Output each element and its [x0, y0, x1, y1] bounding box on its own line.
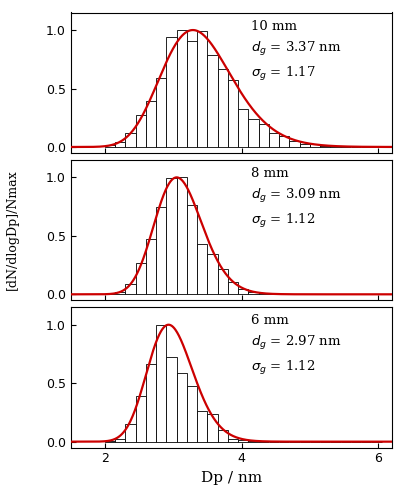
- Bar: [166, 358, 177, 442]
- Bar: [187, 40, 197, 147]
- Bar: [187, 386, 197, 442]
- Bar: [126, 133, 135, 147]
- Bar: [218, 430, 228, 442]
- Bar: [259, 124, 269, 147]
- Bar: [228, 282, 238, 294]
- Bar: [197, 31, 207, 147]
- Bar: [126, 424, 135, 442]
- Bar: [177, 373, 187, 442]
- Bar: [208, 254, 217, 294]
- Bar: [115, 292, 125, 294]
- Bar: [187, 204, 197, 294]
- Bar: [136, 396, 146, 442]
- Bar: [115, 142, 125, 147]
- Bar: [177, 178, 187, 294]
- Bar: [279, 136, 289, 147]
- Bar: [197, 244, 207, 294]
- Bar: [218, 270, 228, 294]
- Bar: [300, 144, 310, 147]
- Bar: [156, 78, 166, 147]
- Bar: [228, 80, 238, 147]
- Text: 6 mm
$d_g$ = 2.97 nm
$\sigma_g$ = 1.12: 6 mm $d_g$ = 2.97 nm $\sigma_g$ = 1.12: [250, 314, 341, 378]
- Bar: [248, 441, 259, 442]
- Bar: [177, 30, 187, 147]
- Bar: [105, 146, 115, 147]
- Bar: [248, 292, 259, 294]
- Bar: [166, 178, 177, 294]
- Bar: [310, 144, 320, 147]
- Bar: [248, 119, 259, 147]
- Bar: [136, 263, 146, 294]
- Bar: [146, 100, 156, 147]
- Bar: [238, 109, 248, 147]
- Bar: [238, 440, 248, 442]
- Bar: [166, 38, 177, 147]
- Text: [dN/dlogDp]/Nmax: [dN/dlogDp]/Nmax: [6, 170, 19, 290]
- Bar: [136, 114, 146, 147]
- Bar: [238, 288, 248, 294]
- Bar: [290, 141, 299, 147]
- Bar: [269, 132, 279, 147]
- Bar: [197, 411, 207, 442]
- Bar: [126, 284, 135, 294]
- Bar: [320, 146, 330, 147]
- Bar: [105, 441, 115, 442]
- Text: 8 mm
$d_g$ = 3.09 nm
$\sigma_g$ = 1.12: 8 mm $d_g$ = 3.09 nm $\sigma_g$ = 1.12: [250, 167, 341, 230]
- Bar: [208, 54, 217, 147]
- Bar: [228, 439, 238, 442]
- Bar: [146, 239, 156, 294]
- X-axis label: Dp / nm: Dp / nm: [201, 471, 262, 485]
- Bar: [115, 439, 125, 442]
- Bar: [156, 324, 166, 442]
- Text: 10 mm
$d_g$ = 3.37 nm
$\sigma_g$ = 1.17: 10 mm $d_g$ = 3.37 nm $\sigma_g$ = 1.17: [250, 20, 341, 83]
- Bar: [330, 146, 341, 147]
- Bar: [146, 364, 156, 442]
- Bar: [156, 207, 166, 294]
- Bar: [218, 70, 228, 147]
- Bar: [208, 414, 217, 442]
